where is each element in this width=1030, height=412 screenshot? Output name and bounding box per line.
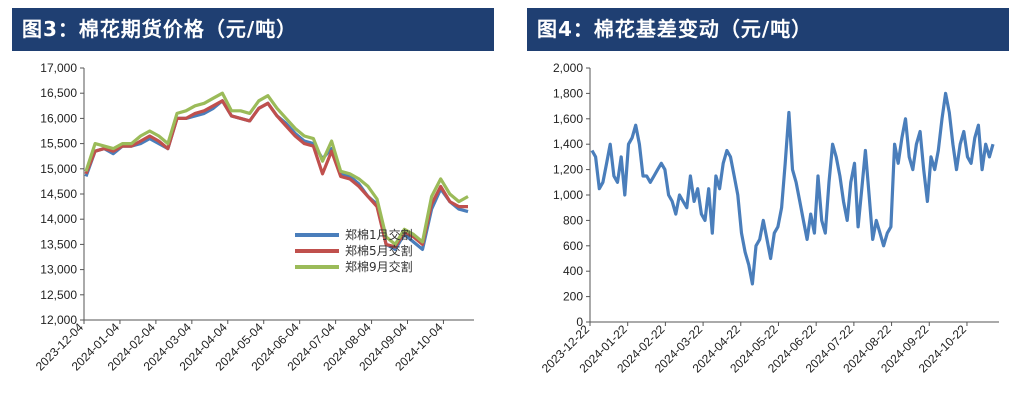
- y-tick-label: 1,000: [553, 188, 583, 202]
- futures-price-chart: 12,000 12,500 13,000 13,500 14,000 14,500 15,0…: [33, 61, 474, 374]
- series-line-2: [84, 99, 468, 249]
- y-tick-label: 800: [563, 213, 583, 227]
- y-tick-label: 12,000: [40, 313, 77, 327]
- legend-label-1: 郑棉1月交割: [345, 227, 413, 242]
- y-tick-label: 13,000: [40, 263, 77, 277]
- y-tick-label: 0: [576, 315, 583, 329]
- y-tick-label: 15,500: [40, 137, 77, 151]
- series-line-1: [590, 91, 995, 286]
- y-tick-label: 14,500: [40, 187, 77, 201]
- y-tick-label: 600: [563, 239, 583, 253]
- y-tick-label: 16,000: [40, 111, 77, 125]
- chart-panel-basis: 图4：棉花基差变动（元/吨） 0 200 400 600 800 1,000 1,200 1,…: [527, 8, 1009, 412]
- y-tick-label: 1,600: [553, 112, 583, 126]
- y-tick-label: 17,000: [40, 61, 77, 75]
- y-tick-label: 14,000: [40, 212, 77, 226]
- y-tick-label: 2,000: [553, 61, 583, 75]
- y-tick-label: 15,000: [40, 162, 77, 176]
- y-tick-label: 13,500: [40, 237, 77, 251]
- y-tick-label: 16,500: [40, 86, 77, 100]
- chart-title-futures-price: 图3：棉花期货价格（元/吨）: [12, 8, 494, 51]
- series-line-3: [84, 91, 469, 246]
- y-tick-label: 1,200: [553, 163, 583, 177]
- legend-label-3: 郑棉9月交割: [345, 259, 413, 274]
- y-tick-label: 200: [563, 290, 583, 304]
- y-tick-label: 1,400: [553, 137, 583, 151]
- legend-label-2: 郑棉5月交割: [345, 243, 413, 258]
- basis-chart: 0 200 400 600 800 1,000 1,200 1,400 1,600 1,800 2,…: [539, 61, 999, 376]
- y-tick-label: 1,800: [553, 86, 583, 100]
- chart-panel-futures-price: 图3：棉花期货价格（元/吨） 12,000 12,500 13,000 13,500 1…: [12, 8, 494, 412]
- y-tick-label: 400: [563, 264, 583, 278]
- y-tick-label: 12,500: [40, 288, 77, 302]
- chart-title-basis: 图4：棉花基差变动（元/吨）: [527, 8, 1009, 51]
